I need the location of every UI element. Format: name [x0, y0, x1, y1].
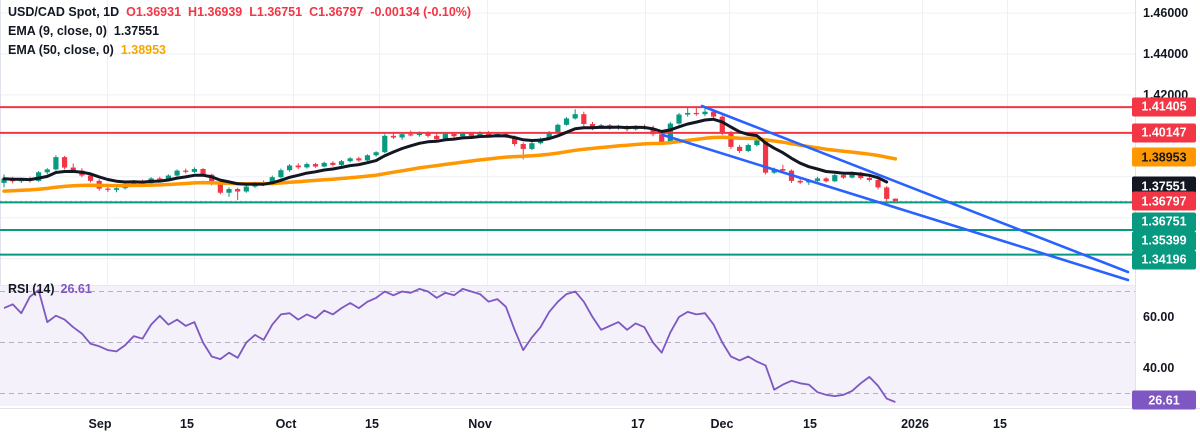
time-axis[interactable]: Sep 15 Oct 15 Nov 17 Dec 15 2026 15	[0, 408, 1200, 441]
price-axis-label: 1.44000	[1143, 47, 1189, 61]
ohlc-open: O1.36931	[126, 5, 182, 19]
price-badge-ema50-value: 1.38953	[1132, 147, 1196, 167]
price-axis-label: 1.46000	[1143, 6, 1189, 21]
price-badge-resistance-level: 1.40147	[1132, 123, 1196, 143]
ema9-label: EMA (9, close, 0)	[8, 24, 107, 38]
price-badge-support-level: 1.34196	[1132, 250, 1196, 269]
ema50-label: EMA (50, close, 0)	[8, 43, 114, 57]
time-axis-tick: 17	[631, 417, 645, 431]
price-badge-support-level: 1.35399	[1132, 231, 1196, 250]
time-axis-tick: 15	[365, 417, 379, 431]
price-badge-support-level: 1.36751	[1132, 212, 1196, 231]
time-axis-tick: 15	[180, 417, 194, 431]
ema50-value: 1.38953	[120, 43, 167, 57]
time-axis-tick: 15	[803, 417, 817, 431]
time-axis-tick: 15	[993, 417, 1007, 431]
time-axis-tick: Sep	[88, 417, 112, 431]
price-badge-last-price: 1.36797	[1132, 191, 1196, 211]
symbol-title: USD/CAD Spot, 1D	[8, 5, 120, 19]
price-badge-resistance-level: 1.41405	[1132, 97, 1196, 117]
rsi-axis-label: 60.00	[1143, 310, 1175, 324]
rsi-value: 26.61	[60, 282, 92, 296]
time-axis-tick: 2026	[901, 417, 929, 431]
ema9-legend-row[interactable]: EMA (9, close, 0) 1.37551	[8, 22, 478, 41]
rsi-label: RSI (14)	[8, 282, 55, 296]
time-axis-tick: Nov	[468, 417, 492, 431]
symbol-row: USD/CAD Spot, 1D O1.36931 H1.36939 L1.36751…	[8, 3, 478, 22]
ema9-value: 1.37551	[113, 24, 160, 38]
time-axis-tick: Oct	[275, 417, 297, 431]
ohlc-low: L1.36751	[249, 5, 303, 19]
main-legend[interactable]: USD/CAD Spot, 1D O1.36931 H1.36939 L1.36751…	[8, 3, 478, 60]
rsi-value-badge: 26.61	[1132, 390, 1196, 410]
rsi-legend[interactable]: RSI (14) 26.61	[8, 282, 92, 296]
ohlc-close: C1.36797	[309, 5, 364, 19]
ohlc-change: -0.00134 (-0.10%)	[370, 5, 472, 19]
time-axis-tick: Dec	[710, 417, 734, 431]
ema50-legend-row[interactable]: EMA (50, close, 0) 1.38953	[8, 41, 478, 60]
price-badge-ema9-value: 1.37551	[1132, 176, 1196, 196]
rsi-axis-label: 40.00	[1143, 361, 1175, 375]
ohlc-high: H1.36939	[188, 5, 243, 19]
